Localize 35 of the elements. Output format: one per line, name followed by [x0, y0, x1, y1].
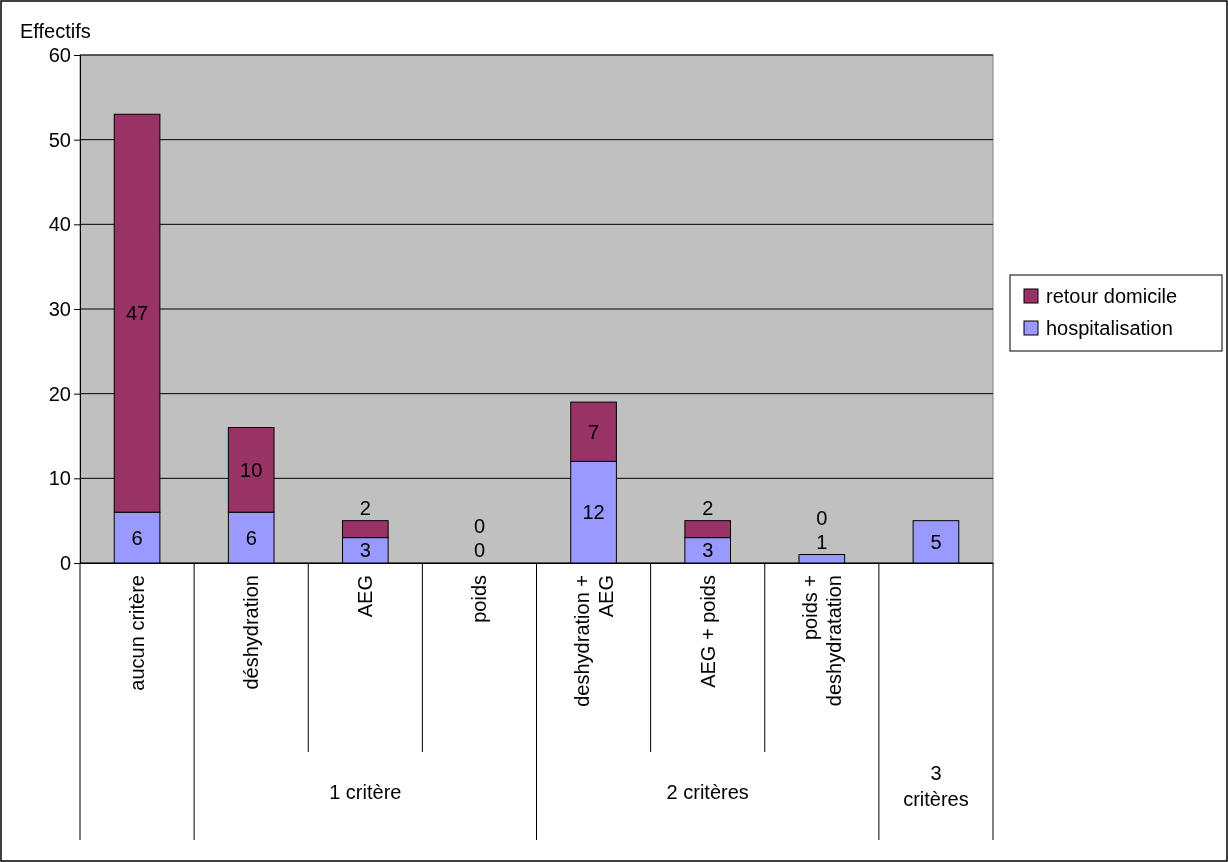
x-tick-label: deshydration + AEG: [570, 575, 617, 707]
x-tick-label: AEG: [354, 575, 377, 618]
data-label: 5: [930, 530, 942, 553]
data-label: 1: [816, 530, 828, 553]
x-tick-label: aucun critère: [126, 575, 149, 691]
x-tick-label: AEG + poids: [696, 575, 719, 688]
text: 1 critère: [329, 781, 402, 803]
data-label: 7: [588, 420, 600, 443]
data-label: 10: [240, 458, 263, 481]
legend-label: hospitalisation: [1046, 317, 1173, 339]
data-label: 0: [473, 539, 485, 561]
data-label: 3: [359, 539, 371, 562]
data-label: 2: [359, 496, 371, 519]
y-tick-label: 30: [48, 297, 71, 320]
y-tick-label: 50: [48, 128, 71, 151]
text: 2 critères: [666, 781, 749, 803]
data-label: 6: [131, 526, 143, 549]
x-tick-label: déshydration: [240, 575, 263, 690]
y-tick-label: 10: [48, 467, 71, 490]
data-label: 3: [702, 539, 714, 562]
x-tick-label: poids: [468, 575, 491, 623]
data-label: 0: [473, 515, 485, 537]
text: 3 critères: [903, 762, 969, 810]
data-label: 47: [125, 302, 149, 325]
y-tick-label: 0: [59, 551, 71, 574]
y-tick-label: 20: [48, 382, 71, 405]
data-label: 2: [702, 496, 714, 519]
y-axis-title: Effectifs: [20, 20, 91, 42]
y-tick-label: 60: [48, 43, 71, 66]
data-label: 0: [816, 506, 828, 529]
data-label: 6: [245, 526, 257, 549]
legend-label: retour domicile: [1046, 285, 1178, 307]
x-tick-label: poids + deshydratation: [798, 575, 845, 707]
data-label: 12: [582, 501, 605, 524]
y-tick-label: 40: [48, 213, 71, 236]
